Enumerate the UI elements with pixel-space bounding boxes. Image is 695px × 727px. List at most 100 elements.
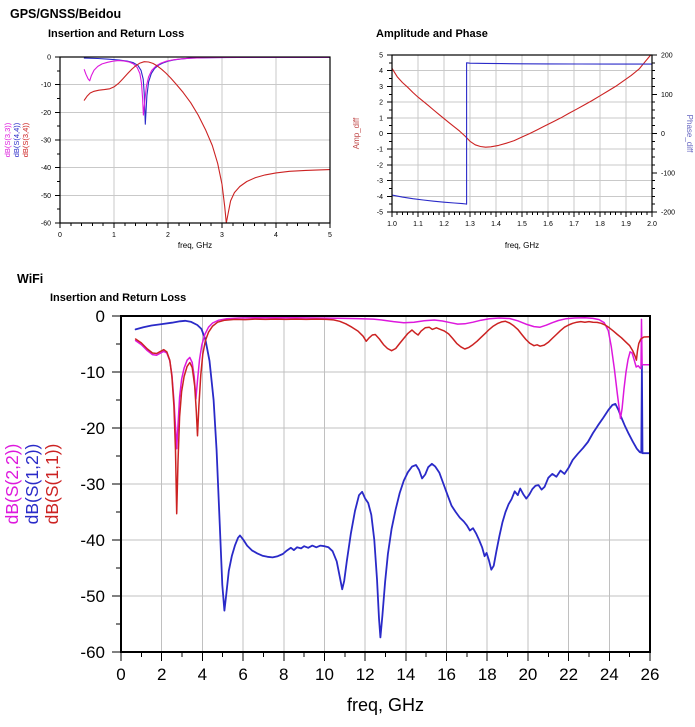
svg-text:200: 200 (661, 53, 673, 60)
y-axis-title-Amp_diff: Amp_diff (352, 117, 361, 149)
plot-frame (59, 56, 331, 224)
svg-text:0: 0 (379, 131, 383, 138)
svg-text:-5: -5 (377, 210, 383, 217)
svg-text:-30: -30 (80, 475, 105, 494)
y-axis-title-dB(S(4,4)): dB(S(4,4)) (12, 122, 21, 157)
gps-return-loss-chart: 0 1 2 3 4 5 0 -10 -20 -30 -40 -50 -60 freq, GHz dB(S(3… (0, 40, 348, 262)
series-group (392, 55, 652, 205)
curve-dB(S(3,4)) (83, 61, 330, 223)
svg-text:1.1: 1.1 (413, 221, 423, 228)
svg-text:-100: -100 (661, 170, 675, 177)
svg-text:2: 2 (166, 232, 170, 239)
gps-chart-title: Insertion and Return Loss (48, 28, 185, 40)
svg-text:8: 8 (279, 665, 288, 684)
svg-text:-10: -10 (41, 82, 51, 89)
section-title-gps: GPS/GNSS/Beidou (10, 7, 122, 21)
svg-text:3: 3 (220, 232, 224, 239)
svg-text:4: 4 (274, 232, 278, 239)
svg-text:2.0: 2.0 (647, 221, 657, 228)
axis-ticks (387, 54, 657, 217)
y-axis-title-dB(S(3,3)): dB(S(3,3)) (3, 122, 12, 157)
curve-dB(S(2,2)) (134, 316, 650, 450)
plot-frame (120, 315, 651, 653)
series-group (83, 57, 330, 223)
svg-text:1.3: 1.3 (465, 221, 475, 228)
svg-text:-200: -200 (661, 210, 675, 217)
series-group (134, 316, 650, 639)
x-axis-title: freq, GHz (178, 241, 212, 250)
section-title-wifi: WiFi (17, 272, 44, 286)
svg-text:20: 20 (518, 665, 537, 684)
wifi-insertion-return-loss-plot: 0 2 4 6 8 10 12 14 16 18 20 22 24 260-10-20-30-40-50-… (2, 307, 659, 715)
svg-text:-4: -4 (377, 194, 383, 201)
y-axis-title-dB(S(2,2)): dB(S(2,2)) (2, 444, 22, 525)
curve-dB(S(3,3)) (83, 57, 330, 116)
curve-Phase_diff (392, 62, 652, 205)
curve-dB(S(1,1)) (134, 318, 650, 515)
svg-text:5: 5 (379, 53, 383, 60)
gridlines (392, 55, 652, 212)
svg-text:16: 16 (437, 665, 456, 684)
svg-text:-20: -20 (80, 419, 105, 438)
svg-text:-10: -10 (80, 363, 105, 382)
svg-text:1.9: 1.9 (621, 221, 631, 228)
curve-Amp_diff (392, 55, 652, 148)
svg-text:-60: -60 (41, 221, 51, 228)
y-axis-title-dB(S(1,2)): dB(S(1,2)) (22, 444, 42, 525)
svg-text:0: 0 (47, 55, 51, 62)
plot-frame (391, 54, 653, 213)
svg-text:24: 24 (600, 665, 619, 684)
svg-text:1.7: 1.7 (569, 221, 579, 228)
amp-phase-chart-title: Amplitude and Phase (376, 28, 488, 40)
svg-text:3: 3 (379, 84, 383, 91)
svg-text:2: 2 (157, 665, 166, 684)
axis-labels: 0 2 4 6 8 10 12 14 16 18 20 22 24 260-10-20-30-40-50-… (2, 307, 659, 715)
axis-labels: 0 1 2 3 4 5 0 -10 -20 -30 -40 -50 -60 freq, GHz dB(S(3… (3, 55, 332, 250)
wifi-return-loss-chart: 0 2 4 6 8 10 12 14 16 18 20 22 24 26 0 -10 -20 -30 -40 -50-… (0, 300, 695, 727)
y-axis-title-dB(S(1,1)): dB(S(1,1)) (42, 444, 62, 525)
svg-text:5: 5 (328, 232, 332, 239)
svg-text:10: 10 (315, 665, 334, 684)
x-axis-title: freq, GHz (347, 695, 424, 715)
y-axis-title-dB(S(3,4)): dB(S(3,4)) (21, 122, 30, 157)
gridlines (121, 316, 650, 652)
axis-ticks (55, 56, 331, 228)
svg-text:2: 2 (379, 100, 383, 107)
wifi-chart-title: Insertion and Return Loss (50, 292, 187, 304)
gps-insertion-return-loss-plot: 0 1 2 3 4 5 0 -10 -20 -30 -40 -50 -60 freq, GHz dB(S(3… (3, 55, 332, 250)
svg-text:4: 4 (198, 665, 207, 684)
svg-text:1: 1 (379, 115, 383, 122)
svg-text:6: 6 (238, 665, 247, 684)
svg-text:1.2: 1.2 (439, 221, 449, 228)
svg-text:-1: -1 (377, 147, 383, 154)
svg-text:-20: -20 (41, 110, 51, 117)
svg-text:-40: -40 (41, 165, 51, 172)
curve-dB(S(4,4)) (83, 57, 330, 125)
svg-text:1.0: 1.0 (387, 221, 397, 228)
svg-text:-40: -40 (80, 531, 105, 550)
right-axis-title: Phase_diff (685, 115, 694, 153)
svg-text:1.8: 1.8 (595, 221, 605, 228)
svg-text:0: 0 (661, 131, 665, 138)
svg-text:18: 18 (478, 665, 497, 684)
svg-text:26: 26 (641, 665, 660, 684)
amplitude-phase-chart: 1.0 1.1 1.2 1.3 1.4 1.5 1.6 1.7 1.8 1.9 2.0 5 4 3 2 1 0 -… (345, 40, 695, 265)
svg-text:0: 0 (116, 665, 125, 684)
x-axis-title: freq, GHz (505, 241, 539, 250)
svg-text:22: 22 (559, 665, 578, 684)
amplitude-and-phase-plot: 1.0 1.1 1.2 1.3 1.4 1.5 1.6 1.7 1.8 1.9 2.0 5 4 3 2 1 0 -… (352, 53, 694, 250)
svg-text:14: 14 (396, 665, 415, 684)
svg-text:1.6: 1.6 (543, 221, 553, 228)
svg-text:-30: -30 (41, 138, 51, 145)
svg-text:0: 0 (58, 232, 62, 239)
axis-labels: 1.0 1.1 1.2 1.3 1.4 1.5 1.6 1.7 1.8 1.9 2.0 5 4 3 2 1 0 -… (352, 53, 694, 250)
gridlines (60, 57, 330, 223)
svg-text:100: 100 (661, 92, 673, 99)
svg-text:1.5: 1.5 (517, 221, 527, 228)
svg-text:-3: -3 (377, 178, 383, 185)
svg-text:12: 12 (356, 665, 375, 684)
svg-text:0: 0 (96, 307, 105, 326)
svg-text:-2: -2 (377, 162, 383, 169)
svg-text:4: 4 (379, 68, 383, 75)
